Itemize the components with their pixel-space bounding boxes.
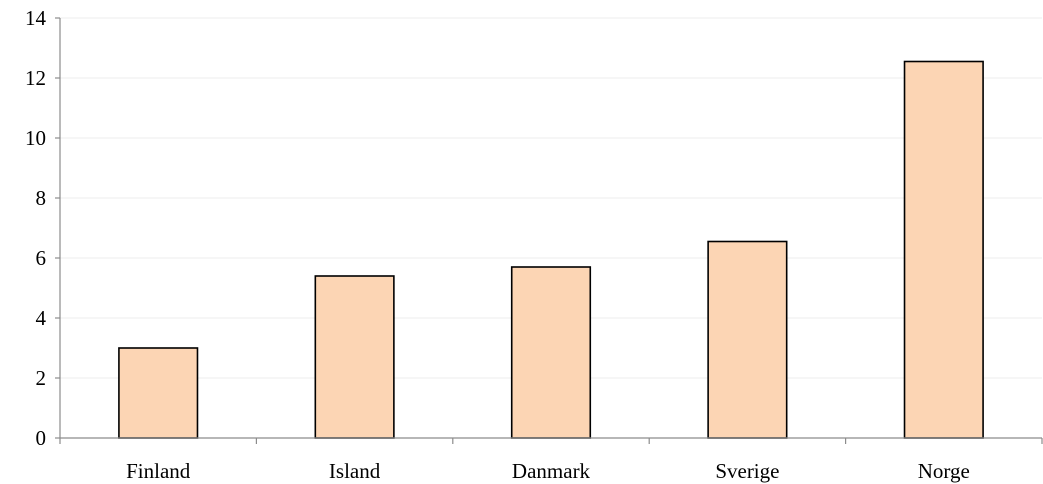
- y-tick-labels: 0 2 4 6 8 10 12 14: [25, 6, 47, 450]
- grid-lines: [60, 17, 1042, 379]
- bar-danmark: [510, 266, 592, 439]
- y-tick-label: 6: [36, 246, 47, 270]
- x-tick-label: Finland: [126, 459, 191, 483]
- bar-finland: [118, 347, 199, 439]
- y-tick-label: 4: [36, 306, 47, 330]
- bar-sverige: [707, 240, 788, 439]
- y-tick-label: 10: [25, 126, 46, 150]
- y-tick-label: 2: [36, 366, 47, 390]
- bar-island: [314, 275, 395, 439]
- x-tick-labels: Finland Island Danmark Sverige Norge: [126, 459, 970, 483]
- x-tick-label: Sverige: [715, 459, 779, 483]
- y-tick-label: 8: [36, 186, 47, 210]
- x-tick-label: Norge: [918, 459, 970, 483]
- axes: [55, 17, 1043, 444]
- bar-norge: [903, 60, 984, 439]
- y-tick-label: 14: [25, 6, 47, 30]
- x-tick-label: Island: [329, 459, 381, 483]
- bars: [118, 60, 984, 439]
- y-tick-label: 12: [25, 66, 46, 90]
- y-tick-label: 0: [36, 426, 47, 450]
- x-tick-label: Danmark: [512, 459, 591, 483]
